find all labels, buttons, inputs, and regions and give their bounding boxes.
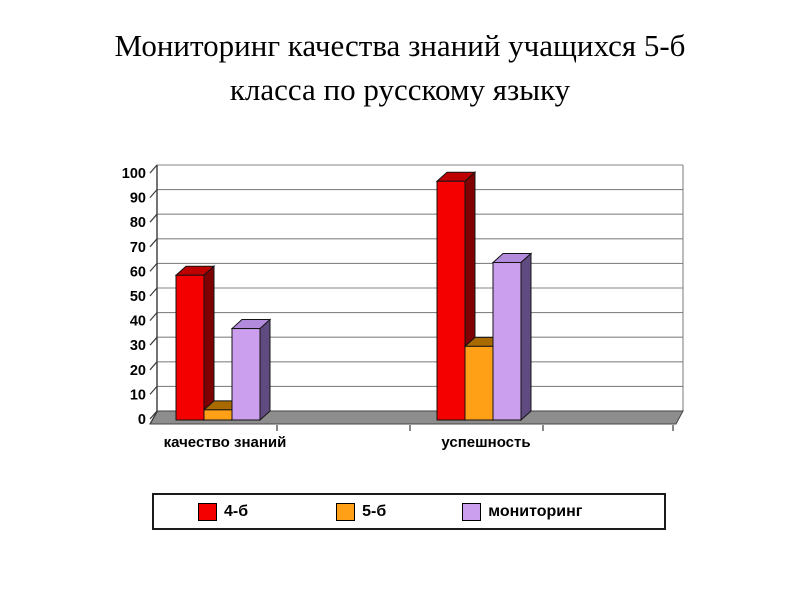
svg-text:60: 60 xyxy=(130,264,146,280)
svg-text:70: 70 xyxy=(130,240,146,256)
chart-legend: 4-б 5-б мониторинг xyxy=(152,493,666,530)
svg-text:40: 40 xyxy=(130,314,146,330)
legend-swatch-monitoring-icon xyxy=(462,502,482,521)
svg-text:90: 90 xyxy=(130,191,146,207)
category-label-kachestvo-znaniy: качество знаний xyxy=(163,434,287,451)
svg-text:100: 100 xyxy=(122,166,146,182)
legend-swatch-4b-icon xyxy=(198,502,217,521)
legend-label-4b: 4-б xyxy=(224,502,249,520)
slide-title-line1: Мониторинг качества знаний учащихся 5-б xyxy=(114,28,686,63)
legend-label-monitoring: мониторинг xyxy=(488,502,583,520)
svg-text:50: 50 xyxy=(130,289,146,305)
category-label-uspeshnost: успешность xyxy=(441,434,531,451)
legend-label-5b: 5-б xyxy=(362,502,387,520)
svg-text:10: 10 xyxy=(130,387,146,403)
svg-text:80: 80 xyxy=(130,215,146,231)
svg-text:20: 20 xyxy=(130,363,146,379)
legend-item-5b: 5-б xyxy=(336,502,387,521)
svg-text:0: 0 xyxy=(138,412,146,428)
slide-title: Мониторинг качества знаний учащихся 5-б … xyxy=(0,24,800,112)
legend-swatch-5b-icon xyxy=(336,502,356,521)
legend-item-monitoring: мониторинг xyxy=(462,502,583,521)
legend-item-4b: 4-б xyxy=(198,502,249,521)
slide-title-line2: класса по русскому языку xyxy=(229,72,571,108)
svg-text:30: 30 xyxy=(130,338,146,354)
